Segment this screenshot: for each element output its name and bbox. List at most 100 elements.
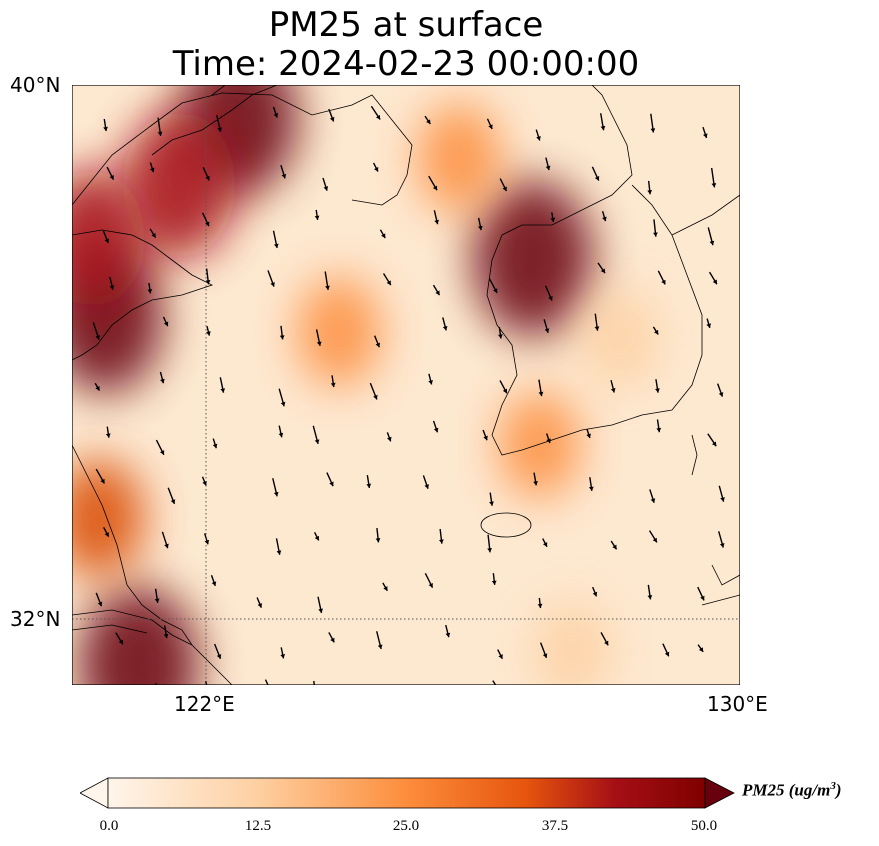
wind-arrow-head [212, 443, 218, 449]
wind-arrow-head [612, 544, 617, 550]
wind-arrow-head [281, 173, 287, 179]
wind-arrow-head [206, 331, 211, 336]
wind-arrow-head [712, 279, 717, 285]
wind-arrow-head [502, 388, 508, 394]
pm25-hotspot [417, 103, 502, 213]
colorbar-tick-2: 25.0 [392, 818, 420, 834]
wind-arrow-head [154, 598, 160, 603]
wind-arrow-head [257, 603, 263, 608]
wind-arrow-head [386, 280, 391, 286]
coastline-china-east [72, 444, 233, 685]
wind-arrow-head [493, 288, 498, 293]
wind-arrow-head [489, 501, 494, 506]
wind-arrow-head [703, 133, 708, 138]
wind-arrow-head [220, 388, 226, 393]
wind-arrow-head [325, 285, 330, 290]
wind-arrow-head [594, 175, 600, 181]
coastline-liaodong [151, 85, 278, 156]
wind-arrow-head [316, 341, 322, 346]
pm25-hotspot [297, 277, 382, 387]
wind-arrow-head [314, 535, 320, 541]
wind-arrow-head [537, 603, 543, 609]
wind-arrow-head [329, 116, 335, 122]
wind-arrow-head [600, 125, 606, 131]
coastline-shandong [72, 229, 214, 361]
wind-arrow-head [654, 329, 659, 335]
pm25-hotspot [581, 288, 659, 389]
wind-arrow-head [709, 240, 715, 246]
colorbar-tick-1: 12.5 [244, 818, 272, 834]
coastline-korea-west [501, 85, 633, 236]
wind-arrow-head [498, 334, 503, 339]
pm25-hotspot [72, 459, 145, 578]
wind-arrow-head [538, 391, 544, 397]
colorbar-under-arrow [80, 777, 109, 809]
wind-arrow-head [698, 647, 704, 652]
wind-arrow-head [434, 219, 440, 225]
wind-arrow-shaft [264, 679, 269, 685]
wind-arrow-head [314, 439, 320, 444]
wind-arrow-head [280, 654, 286, 659]
lon-label-122E: 122°E [174, 692, 235, 716]
wind-arrow-head [375, 538, 381, 543]
colorbar [80, 777, 735, 809]
wind-arrow-head [542, 542, 548, 547]
wind-arrow-head [548, 296, 553, 301]
wind-arrow-head [550, 217, 556, 223]
wind-arrow-head [498, 654, 503, 659]
wind-arrow-head [205, 280, 211, 285]
wind-arrow-head [149, 167, 155, 173]
wind-arrow-head [323, 186, 329, 191]
wind-arrow-head [387, 436, 392, 442]
wind-arrow-head [109, 285, 115, 290]
wind-arrow-head [375, 342, 381, 348]
lat-label-32N: 32°N [10, 607, 61, 631]
wind-arrow-head [383, 586, 388, 591]
wind-arrow-head [586, 433, 591, 439]
coastline-japan-tsushima [691, 434, 698, 476]
wind-arrow-head [280, 401, 286, 407]
wind-arrow-head [330, 382, 336, 388]
pm25-hotspot [472, 180, 593, 337]
wind-arrow-head [273, 243, 279, 249]
wind-arrow-head [278, 432, 284, 438]
map-panel [72, 85, 740, 685]
wind-arrow-head [164, 543, 169, 549]
wind-arrow-head [374, 166, 379, 172]
wind-arrow-head [160, 378, 165, 384]
wind-arrow-head [700, 595, 705, 601]
wind-arrow-head [163, 633, 169, 639]
wind-arrow-head [276, 550, 282, 555]
wind-arrow-head [483, 435, 488, 441]
wind-arrow-head [656, 427, 662, 433]
wind-arrow-head [432, 185, 438, 191]
wind-arrow-head [159, 450, 165, 455]
wind-arrow-head [377, 644, 383, 650]
wind-arrow-head [163, 321, 169, 327]
wind-arrow-head [536, 136, 541, 141]
coastline-china-north [72, 92, 413, 206]
wind-arrow-head [157, 131, 163, 136]
wind-arrow-head [592, 591, 598, 597]
wind-arrow-head [205, 221, 210, 227]
wind-arrow-shaft [492, 680, 497, 685]
wind-arrow-head [718, 392, 724, 397]
wind-arrow-head [711, 183, 717, 188]
wind-arrow-head [95, 335, 101, 340]
wind-arrow-head [151, 232, 156, 238]
coastline-korea-east [671, 194, 740, 236]
wind-arrow-head [491, 580, 497, 585]
map-title: PM25 at surface [268, 5, 544, 45]
jeju-island [480, 512, 532, 538]
wind-arrow-head [104, 532, 109, 537]
coastline-japan-kyushu [701, 564, 740, 606]
wind-vectors [92, 105, 725, 685]
wind-arrow-head [426, 119, 431, 125]
wind-arrow-head [653, 232, 658, 237]
wind-arrow-head [428, 380, 433, 385]
wind-arrow-head [650, 498, 656, 503]
wind-arrow-head [104, 238, 110, 244]
wind-arrow-head [270, 282, 275, 287]
wind-arrow-shaft [313, 680, 316, 685]
colorbar-tick-0: 0.0 [99, 818, 119, 834]
